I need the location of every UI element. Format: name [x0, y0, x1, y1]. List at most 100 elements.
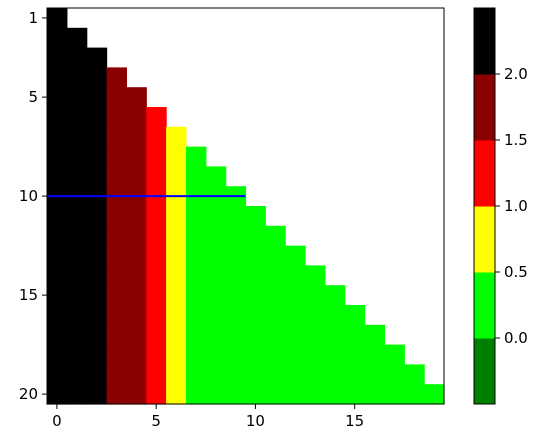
colorbar-segment: [474, 338, 495, 405]
heatmap-cell: [146, 126, 167, 148]
heatmap-cell: [324, 344, 346, 365]
heatmap-cell: [47, 27, 68, 49]
heatmap-cell: [324, 384, 346, 405]
heatmap-cell: [66, 206, 88, 227]
heatmap-cells: [47, 8, 445, 405]
heatmap-cell: [66, 344, 88, 365]
heatmap-cell: [146, 245, 167, 266]
heatmap-cell: [245, 364, 266, 385]
heatmap-cell: [126, 344, 147, 365]
heatmap-cell: [166, 225, 187, 247]
heatmap-cell: [47, 305, 68, 326]
heatmap-cell: [324, 364, 346, 385]
heatmap-cell: [265, 265, 286, 286]
x-axis: 0 5 10 15: [52, 404, 364, 430]
colorbar-tick-label: 1.0: [504, 197, 528, 215]
heatmap-cell: [166, 285, 187, 306]
heatmap-cell: [126, 245, 147, 266]
heatmap-cell: [166, 305, 187, 326]
heatmap-cell: [225, 384, 247, 405]
heatmap-cell: [66, 126, 88, 148]
heatmap-cell: [344, 305, 366, 326]
heatmap-cell: [146, 305, 167, 326]
heatmap-cell: [166, 166, 187, 187]
heatmap-cell: [205, 225, 227, 247]
heatmap-cell: [205, 285, 227, 306]
heatmap-cell: [245, 206, 266, 227]
colorbar-segment: [474, 74, 495, 141]
heatmap-cell: [47, 225, 68, 247]
heatmap-cell: [146, 285, 167, 306]
heatmap-cell: [185, 324, 207, 346]
heatmap-cell: [146, 146, 167, 167]
heatmap-cell: [285, 384, 306, 405]
heatmap-cell: [146, 324, 167, 346]
heatmap-cell: [47, 206, 68, 227]
heatmap-cell: [404, 384, 425, 405]
heatmap-cell: [146, 166, 167, 187]
heatmap-cell: [166, 384, 187, 405]
heatmap-cell: [384, 384, 405, 405]
heatmap-cell: [344, 324, 366, 346]
heatmap-cell: [305, 305, 326, 326]
heatmap-cell: [86, 146, 108, 167]
heatmap-cell: [245, 285, 266, 306]
heatmap-cell: [106, 87, 127, 108]
heatmap-cell: [86, 206, 108, 227]
heatmap-cell: [66, 225, 88, 247]
x-tick-label: 0: [52, 412, 62, 430]
heatmap-cell: [225, 265, 247, 286]
heatmap-cell: [66, 265, 88, 286]
heatmap-cell: [205, 364, 227, 385]
heatmap-cell: [66, 67, 88, 88]
heatmap-cell: [265, 344, 286, 365]
heatmap-cell: [185, 344, 207, 365]
heatmap-cell: [205, 384, 227, 405]
heatmap-cell: [265, 285, 286, 306]
heatmap-cell: [106, 384, 127, 405]
heatmap-cell: [86, 225, 108, 247]
heatmap-cell: [47, 166, 68, 187]
heatmap-cell: [364, 364, 386, 385]
heatmap-cell: [305, 344, 326, 365]
colorbar-segment: [474, 206, 495, 273]
heatmap-cell: [86, 344, 108, 365]
heatmap-cell: [305, 324, 326, 346]
heatmap-cell: [205, 344, 227, 365]
heatmap-cell: [146, 265, 167, 286]
heatmap-cell: [285, 285, 306, 306]
heatmap-cell: [146, 344, 167, 365]
heatmap-cell: [305, 285, 326, 306]
heatmap-cell: [47, 87, 68, 108]
heatmap-cell: [126, 166, 147, 187]
heatmap-cell: [285, 265, 306, 286]
heatmap-cell: [86, 126, 108, 148]
heatmap-cell: [166, 344, 187, 365]
heatmap-cell: [344, 364, 366, 385]
heatmap-cell: [47, 384, 68, 405]
heatmap-cell: [245, 324, 266, 346]
heatmap-cell: [126, 225, 147, 247]
heatmap-cell: [225, 344, 247, 365]
colorbar-tick-label: 1.5: [504, 131, 528, 149]
heatmap-cell: [106, 265, 127, 286]
heatmap-cell: [126, 265, 147, 286]
heatmap-cell: [106, 67, 127, 88]
heatmap-cell: [86, 87, 108, 108]
heatmap-cell: [86, 67, 108, 88]
heatmap-cell: [106, 324, 127, 346]
heatmap-cell: [185, 206, 207, 227]
heatmap-cell: [126, 305, 147, 326]
heatmap-cell: [66, 384, 88, 405]
x-tick-label: 10: [246, 412, 265, 430]
heatmap-cell: [225, 285, 247, 306]
heatmap-cell: [166, 245, 187, 266]
heatmap-cell: [324, 305, 346, 326]
heatmap-cell: [86, 47, 108, 68]
heatmap-cell: [185, 225, 207, 247]
heatmap-cell: [225, 364, 247, 385]
heatmap-cell: [166, 126, 187, 148]
heatmap-cell: [185, 245, 207, 266]
heatmap-cell: [305, 364, 326, 385]
heatmap-cell: [47, 67, 68, 88]
